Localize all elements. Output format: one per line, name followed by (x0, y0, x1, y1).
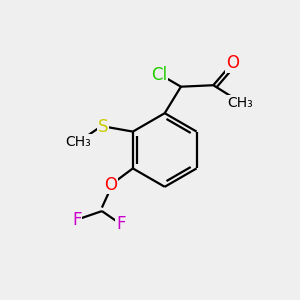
Text: O: O (226, 54, 239, 72)
Text: CH₃: CH₃ (65, 135, 91, 149)
Text: Cl: Cl (151, 66, 167, 84)
Text: S: S (98, 118, 109, 136)
Text: F: F (72, 211, 82, 229)
Text: F: F (116, 215, 126, 233)
Text: O: O (104, 176, 117, 194)
Text: CH₃: CH₃ (227, 96, 253, 110)
